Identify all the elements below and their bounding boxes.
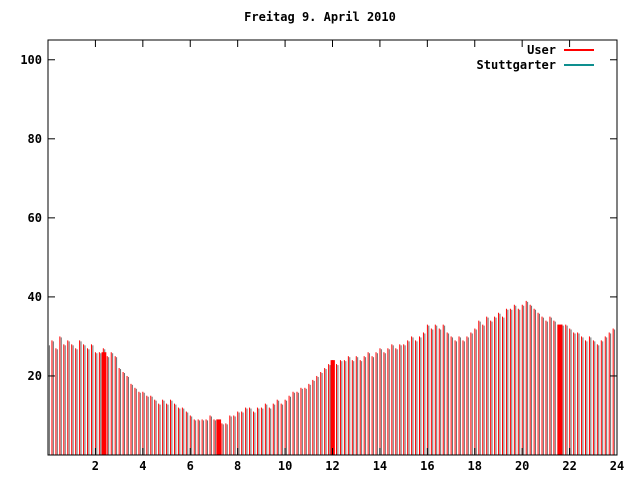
legend-item-user: User xyxy=(477,42,594,57)
svg-text:6: 6 xyxy=(187,459,194,473)
svg-text:10: 10 xyxy=(278,459,292,473)
svg-text:20: 20 xyxy=(28,369,42,383)
chart-title: Freitag 9. April 2010 xyxy=(244,10,396,24)
legend-swatch-user xyxy=(564,48,594,51)
svg-text:60: 60 xyxy=(28,211,42,225)
svg-text:16: 16 xyxy=(420,459,434,473)
legend-swatch-stuttgarter xyxy=(564,63,594,66)
svg-text:20: 20 xyxy=(515,459,529,473)
svg-text:40: 40 xyxy=(28,290,42,304)
svg-text:24: 24 xyxy=(610,459,624,473)
svg-text:80: 80 xyxy=(28,132,42,146)
legend: User Stuttgarter xyxy=(477,42,594,72)
svg-text:4: 4 xyxy=(139,459,146,473)
svg-text:2: 2 xyxy=(92,459,99,473)
svg-text:100: 100 xyxy=(20,53,42,67)
svg-text:12: 12 xyxy=(325,459,339,473)
legend-label-stuttgarter: Stuttgarter xyxy=(476,57,556,72)
svg-text:8: 8 xyxy=(234,459,241,473)
svg-text:14: 14 xyxy=(373,459,387,473)
legend-item-stuttgarter: Stuttgarter xyxy=(477,57,594,72)
svg-text:22: 22 xyxy=(562,459,576,473)
svg-text:18: 18 xyxy=(468,459,482,473)
legend-label-user: User xyxy=(527,42,556,57)
